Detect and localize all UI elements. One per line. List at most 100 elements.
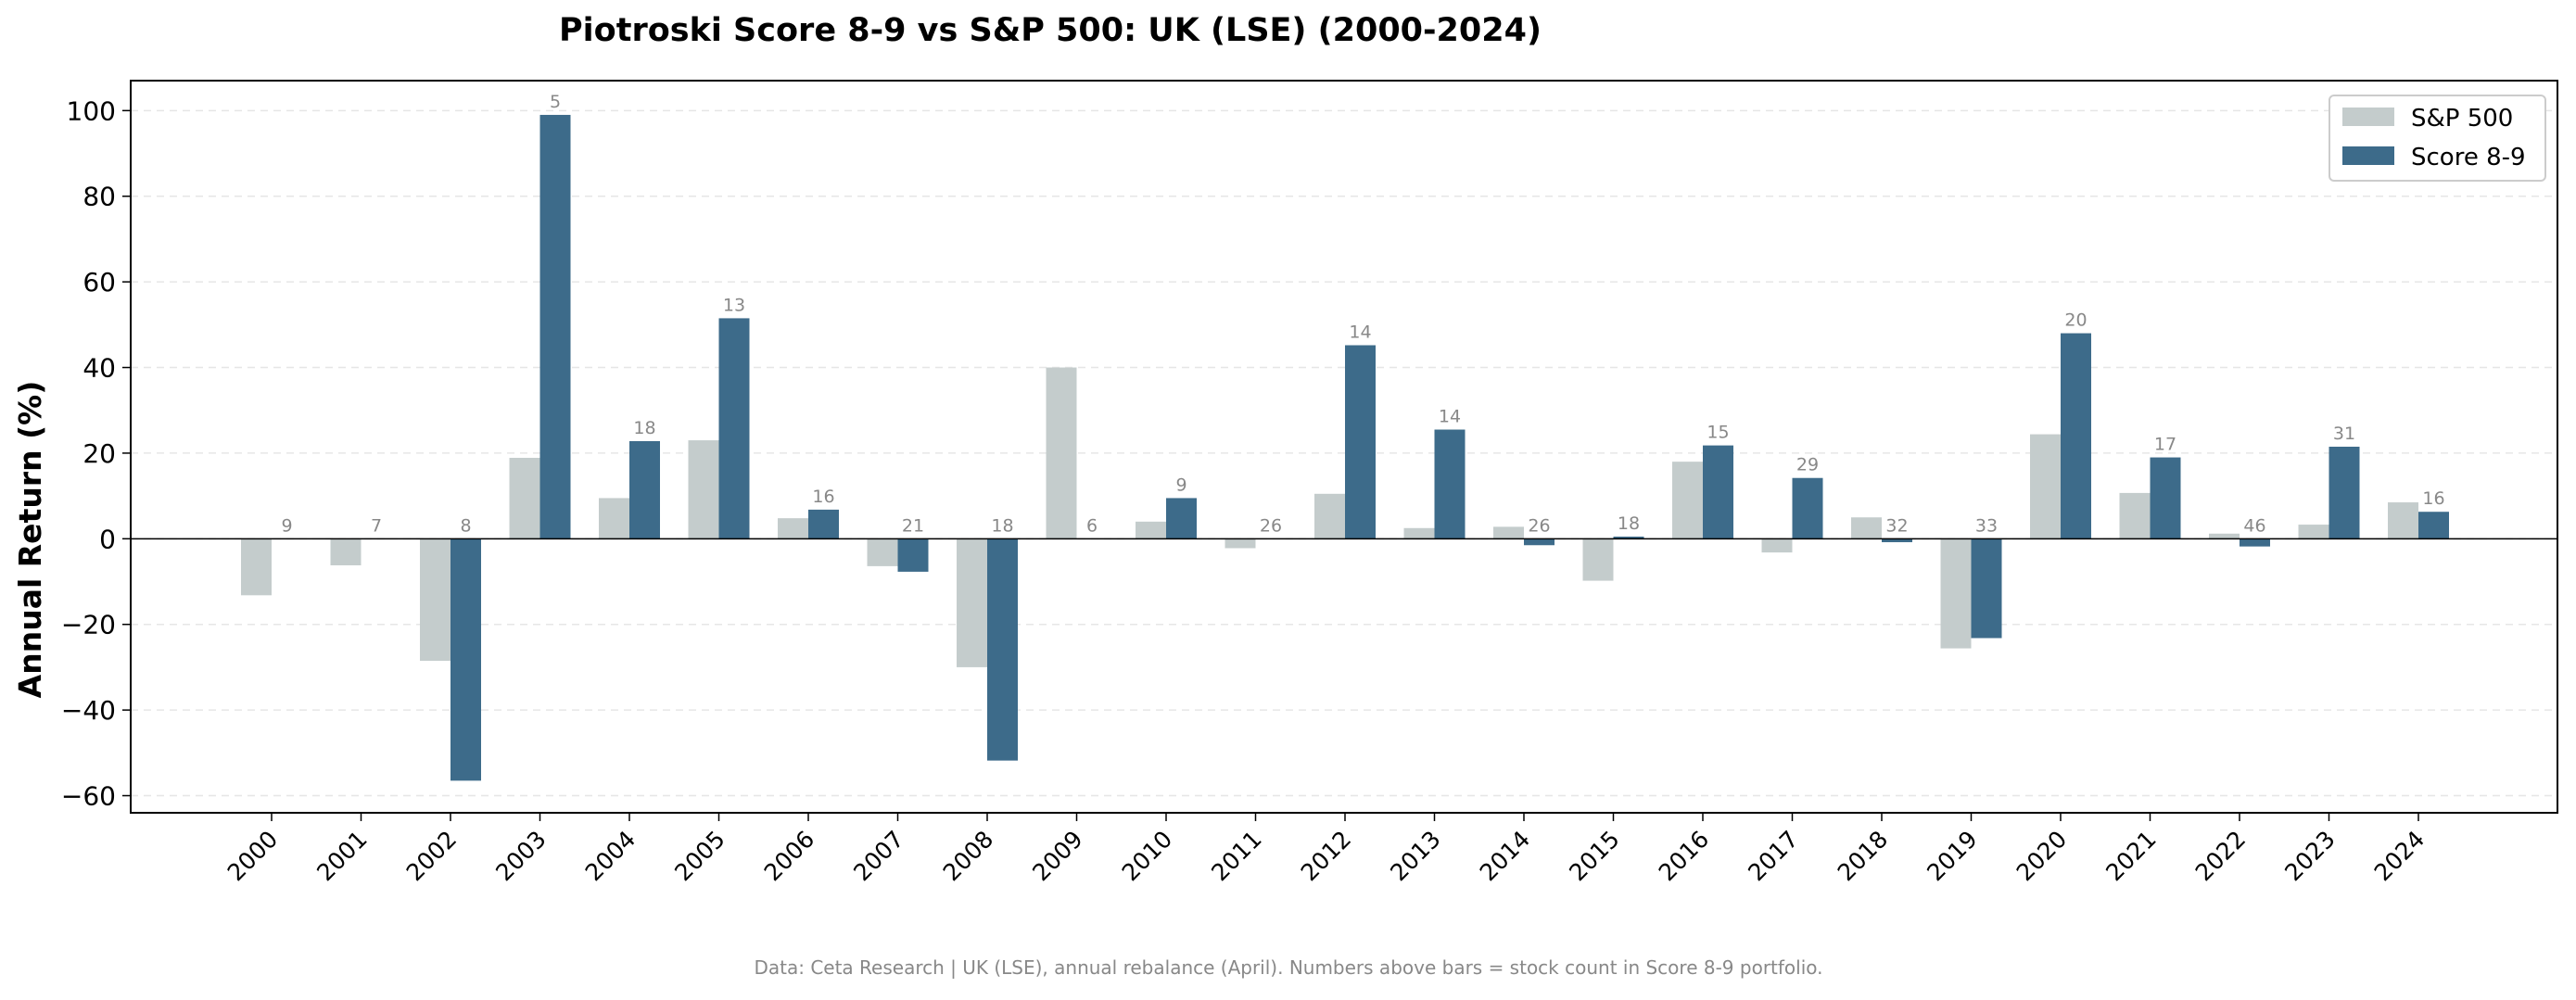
bar-score	[1613, 537, 1644, 539]
stock-count-label: 14	[1349, 323, 1371, 343]
stock-count-label: 9	[281, 515, 292, 536]
bar-sp500	[509, 458, 540, 539]
x-tick-label: 2012	[1296, 826, 1356, 886]
x-tick-label: 2003	[490, 826, 551, 886]
stock-count-label: 9	[1175, 475, 1186, 495]
bar-sp500	[420, 538, 450, 661]
y-axis-label: Annual Return (%)	[12, 381, 48, 699]
x-tick-label: 2016	[1654, 826, 1714, 886]
bar-sp500	[1136, 521, 1166, 539]
bar-sp500	[1314, 493, 1345, 539]
x-tick-label: 2008	[938, 826, 998, 886]
legend-swatch-sp500	[2342, 108, 2394, 126]
count-labels-layer: 9 7 8 5 18 13 16 21 18 6 9 26 14 14 26 18 15 29 32 33 20 17 46…	[281, 92, 2444, 536]
bar-sp500	[1493, 526, 1524, 539]
bar-sp500	[1672, 462, 1703, 539]
footnote: Data: Ceta Research | UK (LSE), annual r…	[754, 956, 1822, 979]
legend-label-score: Score 8-9	[2411, 144, 2526, 171]
stock-count-label: 32	[1885, 515, 1908, 536]
x-tick-label: 2004	[580, 826, 641, 886]
bar-score	[629, 440, 660, 539]
bar-score	[1792, 477, 1823, 539]
bar-score	[2150, 457, 2181, 539]
bar-score	[539, 114, 571, 539]
stock-count-label: 31	[2333, 424, 2355, 444]
bars-layer	[241, 114, 2449, 781]
y-tick-label: 20	[82, 438, 116, 469]
stock-count-label: 14	[1439, 407, 1461, 427]
bar-sp500	[2298, 525, 2329, 539]
x-tick-label: 2024	[2369, 826, 2430, 886]
stock-count-label: 6	[1086, 515, 1098, 536]
bar-sp500	[330, 538, 362, 565]
x-tick-label: 2023	[2279, 826, 2340, 886]
y-tick-label: 80	[82, 182, 116, 212]
bar-score	[1703, 445, 1733, 539]
stock-count-label: 7	[371, 515, 382, 536]
x-tick-label: 2022	[2190, 826, 2251, 886]
bar-score	[718, 318, 750, 539]
bar-sp500	[2119, 492, 2151, 539]
x-tick-label: 2001	[311, 826, 372, 886]
x-tick-label: 2015	[1564, 826, 1624, 886]
bar-score	[2240, 538, 2270, 547]
y-tick-label: −60	[61, 781, 116, 812]
chart-title: Piotroski Score 8-9 vs S&P 500: UK (LSE)…	[559, 12, 1542, 49]
stock-count-label: 26	[1528, 515, 1550, 536]
x-axis: 2000 2001 2002 2003 2004 2005 2006 2007 2008 2009…	[222, 813, 2430, 886]
bar-sp500	[1582, 538, 1614, 581]
bar-score	[1434, 429, 1466, 539]
bar-score	[1882, 538, 1912, 543]
legend-label-sp500: S&P 500	[2411, 105, 2513, 133]
bar-sp500	[1046, 367, 1077, 539]
bar-sp500	[688, 440, 719, 539]
stock-count-label: 5	[550, 92, 561, 112]
plot-frame	[130, 80, 2558, 814]
x-tick-label: 2000	[222, 826, 283, 886]
bar-score	[1971, 538, 2002, 639]
bar-sp500	[1940, 538, 1972, 649]
stock-count-label: 21	[902, 515, 924, 536]
x-tick-label: 2005	[669, 826, 730, 886]
y-tick-label: 40	[82, 353, 116, 384]
bar-score	[808, 509, 839, 539]
stock-count-label: 20	[2064, 310, 2087, 331]
x-tick-label: 2010	[1117, 826, 1177, 886]
bar-score	[987, 538, 1018, 761]
bar-sp500	[957, 538, 987, 667]
x-tick-label: 2021	[2100, 826, 2161, 886]
x-tick-label: 2006	[759, 826, 819, 886]
bar-sp500	[867, 538, 898, 566]
bar-score	[450, 538, 481, 781]
x-tick-label: 2013	[1385, 826, 1445, 886]
bar-sp500	[1761, 538, 1793, 553]
bar-score	[1524, 538, 1554, 546]
stock-count-label: 18	[991, 515, 1013, 536]
x-tick-label: 2019	[1922, 826, 1982, 886]
bar-score	[2329, 447, 2360, 539]
bar-sp500	[778, 518, 808, 539]
stock-count-label: 33	[1975, 515, 1998, 536]
x-tick-label: 2011	[1206, 826, 1266, 886]
x-tick-label: 2002	[401, 826, 462, 886]
y-tick-label: 60	[82, 267, 116, 297]
y-tick-label: −20	[61, 610, 116, 640]
x-tick-label: 2017	[1743, 826, 1803, 886]
y-tick-label: −40	[61, 695, 116, 726]
x-tick-label: 2009	[1027, 826, 1087, 886]
bar-score	[1166, 498, 1197, 539]
bar-sp500	[2209, 533, 2240, 539]
stock-count-label: 13	[723, 295, 745, 315]
stock-count-label: 8	[460, 515, 471, 536]
grid-layer	[131, 109, 2557, 797]
bar-sp500	[2030, 434, 2061, 539]
x-tick-label: 2007	[848, 826, 908, 886]
bar-sp500	[1225, 538, 1256, 549]
x-tick-label: 2018	[1833, 826, 1893, 886]
stock-count-label: 26	[1260, 515, 1282, 536]
y-tick-label: 0	[99, 524, 116, 554]
bar-sp500	[241, 538, 272, 596]
bar-score	[897, 538, 929, 572]
